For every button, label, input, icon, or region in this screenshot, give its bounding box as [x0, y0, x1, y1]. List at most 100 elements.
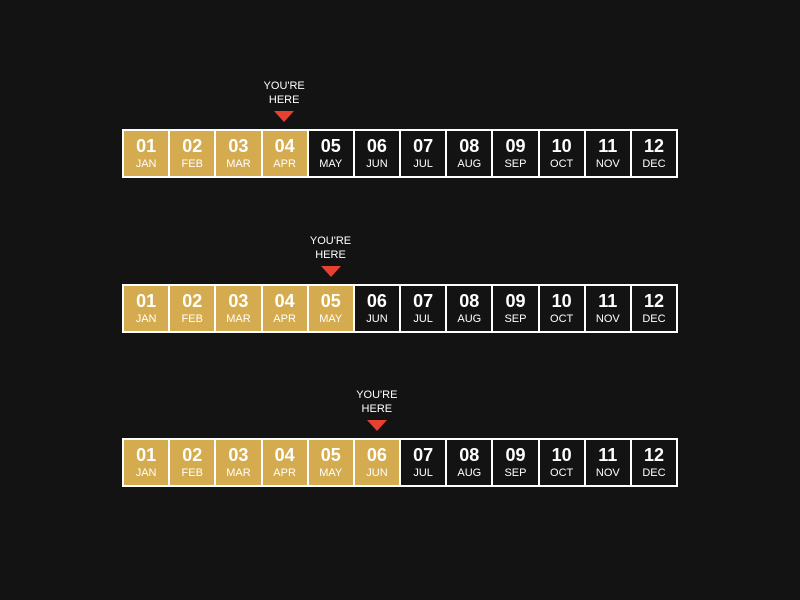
month-cell: 07 JUL: [401, 286, 446, 331]
month-cell: 12 DEC: [631, 286, 677, 331]
month-cell: 10 OCT: [539, 131, 584, 176]
month-number: 02: [182, 444, 203, 465]
month-number: 03: [228, 135, 249, 156]
month-name: AUG: [457, 466, 482, 479]
month-number: 11: [598, 135, 618, 156]
marker-label-line1: YOU'RE: [356, 389, 398, 401]
month-cell: 02 FEB: [170, 286, 215, 331]
month-cell: 06 JUN: [354, 131, 400, 176]
timeline-row: YOU'RE HERE 01 JAN 02 FEB 03 MAR 04 APR 05 MAY 06 JUN…: [122, 389, 678, 487]
month-cell: 08 AUG: [447, 286, 492, 331]
month-cell: 05 MAY: [308, 440, 353, 485]
month-number: 01: [136, 444, 157, 465]
month-number: 08: [459, 290, 480, 311]
month-name: NOV: [595, 312, 620, 325]
month-cell: 05 MAY: [308, 286, 353, 331]
month-cell: 04 APR: [262, 131, 307, 176]
marker-label-line2: HERE: [361, 403, 393, 415]
month-name: FEB: [181, 312, 203, 325]
month-cell: 12 DEC: [631, 440, 677, 485]
month-cell: 09 SEP: [493, 131, 538, 176]
month-name: JUL: [413, 466, 433, 479]
month-number: 12: [643, 135, 664, 156]
month-cell: 09 SEP: [493, 286, 538, 331]
month-cell: 10 OCT: [539, 440, 584, 485]
month-number: 02: [182, 290, 203, 311]
month-name: OCT: [550, 157, 574, 170]
month-name: JUN: [366, 466, 388, 479]
month-cell: 08 AUG: [447, 131, 492, 176]
month-bar: 01 JAN 02 FEB 03 MAR 04 APR 05 MAY 06 JUN 07 JUL 08 AUG…: [122, 438, 678, 487]
marker-label-line1: YOU'RE: [309, 235, 352, 247]
month-cell: 03 MAR: [216, 286, 261, 331]
timeline-row: YOU'RE HERE 01 JAN 02 FEB 03 MAR 04 APR 05 MAY 06 JUN…: [122, 235, 678, 333]
you-are-here-marker: YOU'RE HERE: [254, 79, 314, 122]
triangle-down-icon: [320, 266, 341, 277]
month-name: AUG: [457, 157, 482, 170]
month-bar: 01 JAN 02 FEB 03 MAR 04 APR 05 MAY 06 JUN 07 JUL 08 AUG…: [122, 284, 678, 333]
month-cell: 04 APR: [262, 286, 307, 331]
month-name: MAR: [226, 312, 251, 325]
marker-label-line2: HERE: [315, 249, 346, 261]
month-name: MAY: [319, 312, 343, 325]
month-cell: 12 DEC: [631, 131, 677, 176]
month-name: NOV: [595, 157, 620, 170]
triangle-down-icon: [274, 111, 295, 122]
month-number: 09: [505, 135, 526, 156]
month-number: 10: [551, 290, 572, 311]
month-name: MAY: [319, 157, 343, 170]
month-cell: 08 AUG: [447, 440, 492, 485]
month-number: 06: [366, 444, 387, 465]
month-name: SEP: [504, 312, 527, 325]
month-cell: 03 MAR: [216, 440, 261, 485]
month-number: 02: [182, 135, 203, 156]
month-number: 08: [459, 135, 480, 156]
month-name: JUN: [366, 312, 388, 325]
you-are-here-marker: YOU'RE HERE: [347, 388, 407, 431]
month-cell: 01 JAN: [124, 286, 169, 331]
month-number: 06: [366, 135, 387, 156]
month-number: 04: [274, 290, 295, 311]
month-name: JAN: [135, 312, 157, 325]
month-name: FEB: [181, 466, 203, 479]
month-cell: 11 NOV: [585, 131, 630, 176]
month-number: 10: [551, 444, 572, 465]
month-name: JUL: [413, 312, 433, 325]
month-number: 05: [320, 135, 341, 156]
month-bar: 01 JAN 02 FEB 03 MAR 04 APR 05 MAY 06 JUN 07 JUL 08 AUG…: [122, 129, 678, 178]
month-name: JAN: [135, 157, 157, 170]
month-cell: 01 JAN: [124, 440, 169, 485]
month-number: 11: [598, 444, 618, 465]
month-cell: 07 JUL: [401, 440, 446, 485]
month-name: AUG: [457, 312, 482, 325]
month-number: 03: [228, 444, 249, 465]
month-number: 07: [413, 290, 434, 311]
month-number: 11: [598, 290, 618, 311]
month-number: 07: [413, 135, 434, 156]
timeline-row: YOU'RE HERE 01 JAN 02 FEB 03 MAR 04 APR 05 MAY 06 JUN…: [122, 80, 678, 178]
month-number: 01: [136, 290, 157, 311]
month-number: 01: [136, 135, 157, 156]
month-cell: 11 NOV: [585, 286, 630, 331]
triangle-down-icon: [366, 420, 387, 431]
month-number: 12: [643, 444, 664, 465]
month-cell: 02 FEB: [170, 440, 215, 485]
month-cell: 09 SEP: [493, 440, 538, 485]
month-cell: 01 JAN: [124, 131, 169, 176]
month-name: MAY: [319, 466, 343, 479]
month-name: APR: [273, 157, 296, 170]
month-name: MAR: [226, 466, 251, 479]
month-name: DEC: [642, 466, 666, 479]
month-number: 03: [228, 290, 249, 311]
month-name: OCT: [550, 466, 574, 479]
marker-label-line2: HERE: [268, 94, 300, 106]
month-cell: 11 NOV: [585, 440, 630, 485]
month-cell: 05 MAY: [308, 131, 353, 176]
month-name: OCT: [550, 312, 574, 325]
month-cell: 02 FEB: [170, 131, 215, 176]
month-number: 05: [320, 290, 341, 311]
month-cell: 10 OCT: [539, 286, 584, 331]
month-number: 09: [505, 444, 526, 465]
month-name: SEP: [504, 466, 527, 479]
month-name: APR: [273, 466, 296, 479]
